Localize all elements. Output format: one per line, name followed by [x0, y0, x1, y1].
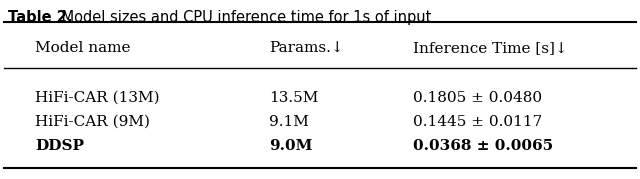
Text: 0.0368 ± 0.0065: 0.0368 ± 0.0065 — [413, 139, 553, 153]
Text: Table 2.: Table 2. — [8, 10, 72, 25]
Text: Model sizes and CPU inference time for 1s of input: Model sizes and CPU inference time for 1… — [57, 10, 431, 25]
Text: Params.↓: Params.↓ — [269, 41, 344, 55]
Text: 9.0M: 9.0M — [269, 139, 312, 153]
Text: 13.5M: 13.5M — [269, 91, 318, 105]
Text: Model name: Model name — [35, 41, 131, 55]
Text: 0.1445 ± 0.0117: 0.1445 ± 0.0117 — [413, 115, 542, 129]
Text: 9.1M: 9.1M — [269, 115, 308, 129]
Text: HiFi-CAR (13M): HiFi-CAR (13M) — [35, 91, 160, 105]
Text: HiFi-CAR (9M): HiFi-CAR (9M) — [35, 115, 150, 129]
Text: 0.1805 ± 0.0480: 0.1805 ± 0.0480 — [413, 91, 542, 105]
Text: Inference Time [s]↓: Inference Time [s]↓ — [413, 41, 568, 55]
Text: DDSP: DDSP — [35, 139, 84, 153]
